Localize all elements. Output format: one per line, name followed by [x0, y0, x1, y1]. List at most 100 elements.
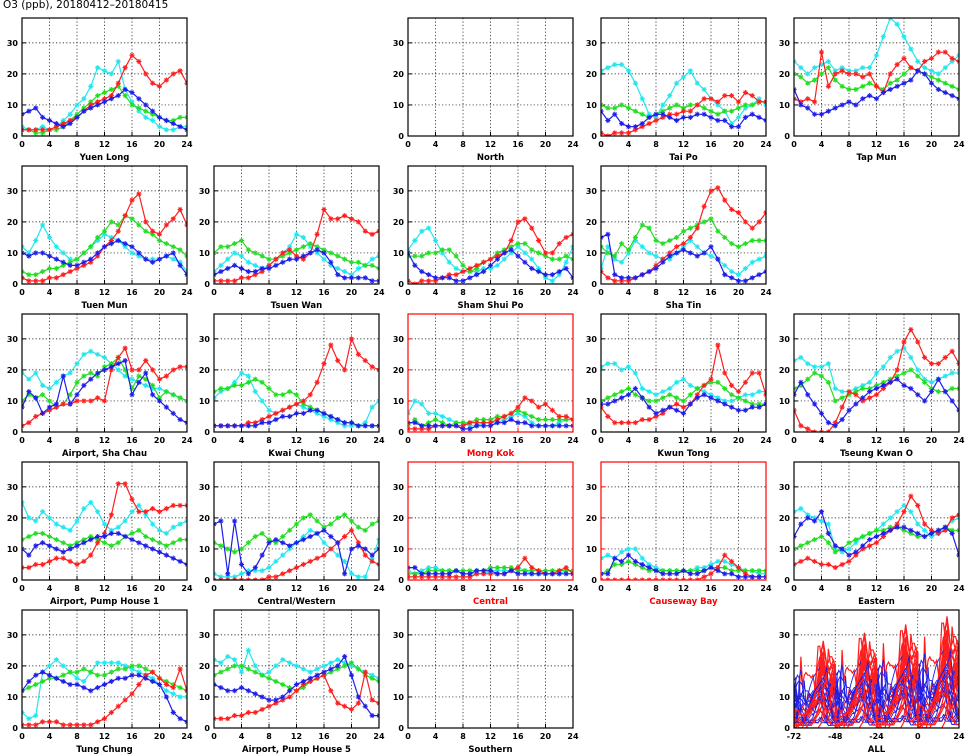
data-point-green	[873, 382, 880, 389]
data-point-red	[832, 71, 838, 77]
data-point-blue	[293, 410, 300, 416]
data-point-cyan	[873, 370, 880, 376]
data-point-red	[501, 413, 507, 420]
x-tick-label: 4	[433, 584, 439, 593]
data-point-green	[501, 564, 507, 571]
data-point-blue	[321, 250, 327, 256]
data-point-blue	[218, 268, 224, 275]
data-point-red	[949, 515, 955, 521]
data-point-red	[756, 219, 762, 225]
data-point-cyan	[115, 58, 121, 65]
data-point-blue	[46, 543, 53, 549]
data-point-blue	[259, 265, 265, 272]
data-point-blue	[625, 552, 632, 558]
data-point-blue	[832, 543, 838, 549]
y-tick-label: 10	[7, 397, 19, 406]
data-point-cyan	[708, 561, 714, 568]
data-point-blue	[74, 262, 80, 268]
data-point-red	[605, 413, 611, 420]
data-point-blue	[33, 672, 39, 678]
data-point-cyan	[238, 571, 245, 577]
data-point-cyan	[170, 691, 176, 697]
data-point-green	[653, 398, 659, 404]
x-tick-label: 12	[99, 288, 110, 297]
data-point-red	[136, 367, 142, 373]
data-point-red	[122, 697, 128, 703]
data-point-green	[170, 540, 176, 546]
data-point-green	[280, 533, 286, 540]
data-point-blue	[238, 561, 245, 568]
data-point-green	[46, 675, 53, 681]
data-point-blue	[908, 527, 914, 533]
data-point-blue	[928, 389, 935, 395]
data-point-cyan	[348, 423, 355, 429]
data-point-cyan	[245, 647, 251, 653]
data-point-red	[735, 564, 742, 571]
data-point-cyan	[232, 657, 238, 663]
data-point-red	[252, 709, 258, 716]
data-point-blue	[542, 423, 549, 429]
data-point-green	[556, 416, 562, 423]
data-point-red	[108, 237, 114, 244]
data-point-cyan	[735, 114, 742, 120]
data-point-blue	[619, 395, 625, 401]
data-point-red	[708, 96, 714, 102]
data-point-blue	[412, 262, 418, 268]
data-point-blue	[369, 552, 375, 558]
data-point-red	[225, 716, 231, 722]
data-point-red	[122, 65, 128, 71]
data-point-red	[156, 231, 163, 237]
data-point-red	[170, 216, 176, 222]
data-point-green	[632, 561, 638, 568]
data-point-cyan	[880, 34, 886, 40]
data-point-blue	[708, 114, 714, 120]
data-point-green	[293, 392, 300, 398]
data-point-green	[177, 685, 183, 691]
data-point-red	[115, 481, 121, 487]
data-point-red	[46, 558, 53, 564]
data-point-cyan	[749, 259, 755, 265]
data-point-cyan	[922, 376, 928, 382]
x-tick-label: 0	[915, 732, 921, 741]
data-point-red	[163, 505, 169, 512]
y-tick-label: 10	[199, 249, 211, 258]
y-tick-label: 20	[7, 366, 19, 375]
data-point-green	[529, 568, 535, 574]
plot-area	[214, 512, 379, 580]
data-point-red	[460, 574, 466, 580]
data-point-blue	[853, 102, 859, 108]
data-point-green	[825, 379, 831, 385]
data-point-red	[88, 259, 94, 265]
data-point-green	[901, 370, 907, 376]
data-point-blue	[53, 401, 59, 407]
data-point-cyan	[735, 272, 742, 278]
data-point-green	[694, 222, 700, 228]
data-point-blue	[798, 521, 804, 527]
data-point-cyan	[729, 398, 735, 404]
data-point-blue	[646, 564, 652, 571]
data-point-red	[894, 61, 900, 68]
data-point-red	[40, 127, 46, 133]
data-point-red	[481, 259, 487, 265]
data-point-blue	[867, 93, 873, 99]
data-point-green	[101, 228, 108, 234]
data-point-red	[928, 361, 935, 367]
data-point-red	[487, 420, 494, 426]
data-point-blue	[26, 389, 32, 395]
data-point-cyan	[60, 524, 66, 530]
data-point-blue	[942, 524, 948, 530]
data-point-blue	[549, 571, 555, 577]
data-point-cyan	[915, 521, 921, 527]
data-point-green	[674, 102, 680, 108]
data-point-blue	[163, 552, 169, 558]
data-point-red	[935, 530, 941, 537]
data-point-green	[805, 376, 811, 382]
data-point-red	[632, 127, 638, 133]
data-point-cyan	[266, 564, 272, 571]
data-point-cyan	[348, 272, 355, 278]
data-point-cyan	[687, 382, 693, 389]
data-point-red	[612, 278, 618, 284]
data-point-red	[729, 206, 735, 213]
data-point-blue	[67, 120, 73, 127]
data-point-green	[163, 241, 169, 247]
